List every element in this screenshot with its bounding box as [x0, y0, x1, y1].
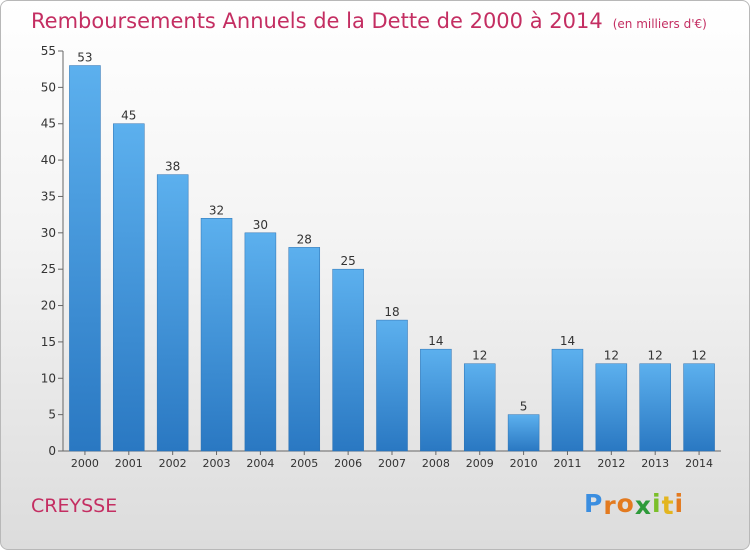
value-label: 25 — [340, 254, 355, 268]
x-tick-label: 2014 — [685, 457, 713, 470]
city-name: CREYSSE — [31, 495, 118, 517]
x-tick-label: 2013 — [641, 457, 669, 470]
logo-letter: t — [661, 491, 675, 520]
chart-subtitle: (en milliers d'€) — [612, 17, 707, 31]
y-tick-label: 50 — [41, 80, 56, 94]
bar-2004 — [244, 232, 277, 452]
bar-2005 — [288, 247, 321, 452]
y-tick-label: 10 — [41, 371, 56, 385]
chart-title: Remboursements Annuels de la Dette de 20… — [31, 9, 707, 33]
y-axis: 0 5 10 15 20 25 30 35 40 45 50 55 — [41, 44, 64, 458]
value-label: 12 — [472, 349, 487, 363]
y-tick-label: 55 — [41, 44, 56, 58]
x-tick-label: 2003 — [203, 457, 231, 470]
x-tick-label: 2005 — [290, 457, 318, 470]
bar-2000 — [69, 65, 101, 452]
value-label: 14 — [560, 334, 575, 348]
x-tick-label: 2006 — [334, 457, 362, 470]
bars: 53 45 38 32 30 28 25 18 14 12 5 14 12 12 12 — [69, 51, 715, 452]
value-label: 30 — [253, 218, 268, 232]
bar-2007 — [376, 319, 408, 452]
x-tick-label: 2011 — [553, 457, 581, 470]
value-label: 45 — [121, 109, 136, 123]
x-tick-label: 2012 — [597, 457, 625, 470]
value-label: 5 — [520, 400, 528, 414]
x-tick-label: 2008 — [422, 457, 450, 470]
value-label: 12 — [604, 349, 619, 363]
bar-2013 — [639, 363, 671, 452]
x-axis: 2000 2001 2002 2003 2004 2005 2006 2007 2008 2009… — [63, 450, 721, 470]
proxiti-logo: Proxiti — [584, 489, 685, 520]
chart-title-text: Remboursements Annuels de la Dette de 20… — [31, 9, 603, 33]
bar-2006 — [332, 268, 364, 452]
x-tick-label: 2004 — [246, 457, 274, 470]
logo-letter: o — [616, 489, 635, 518]
value-label: 38 — [165, 160, 180, 174]
x-tick-label: 2002 — [159, 457, 187, 470]
y-tick-label: 30 — [41, 226, 56, 240]
bar-2011 — [551, 348, 584, 452]
bar-2001 — [113, 123, 145, 452]
bar-2012 — [595, 363, 628, 452]
y-tick-label: 45 — [41, 117, 56, 131]
logo-letter: i — [652, 489, 662, 518]
y-tick-label: 15 — [41, 335, 56, 349]
value-label: 12 — [648, 349, 663, 363]
logo-letter: i — [674, 489, 685, 518]
y-tick-label: 0 — [48, 444, 56, 458]
x-tick-label: 2007 — [378, 457, 406, 470]
x-tick-label: 2009 — [466, 457, 494, 470]
y-tick-label: 5 — [48, 408, 56, 422]
x-tick-label: 2001 — [115, 457, 143, 470]
bar-2014 — [683, 363, 715, 452]
value-label: 28 — [297, 232, 312, 246]
bar-2002 — [156, 174, 189, 452]
value-label: 32 — [209, 203, 224, 217]
value-label: 12 — [691, 349, 706, 363]
bar-2008 — [420, 348, 452, 452]
logo-letter: x — [634, 491, 652, 520]
value-label: 53 — [77, 51, 92, 65]
y-tick-label: 20 — [41, 299, 56, 313]
value-label: 14 — [428, 334, 443, 348]
x-tick-label: 2000 — [71, 457, 99, 470]
bar-2010 — [507, 414, 540, 452]
bar-2009 — [463, 363, 496, 452]
bar-2003 — [200, 218, 233, 452]
x-tick-label: 2010 — [510, 457, 538, 470]
logo-letter: P — [584, 489, 604, 518]
logo-letter: r — [603, 491, 617, 520]
y-tick-label: 35 — [41, 189, 56, 203]
y-tick-label: 25 — [41, 262, 56, 276]
y-tick-label: 40 — [41, 153, 56, 167]
value-label: 18 — [384, 305, 399, 319]
